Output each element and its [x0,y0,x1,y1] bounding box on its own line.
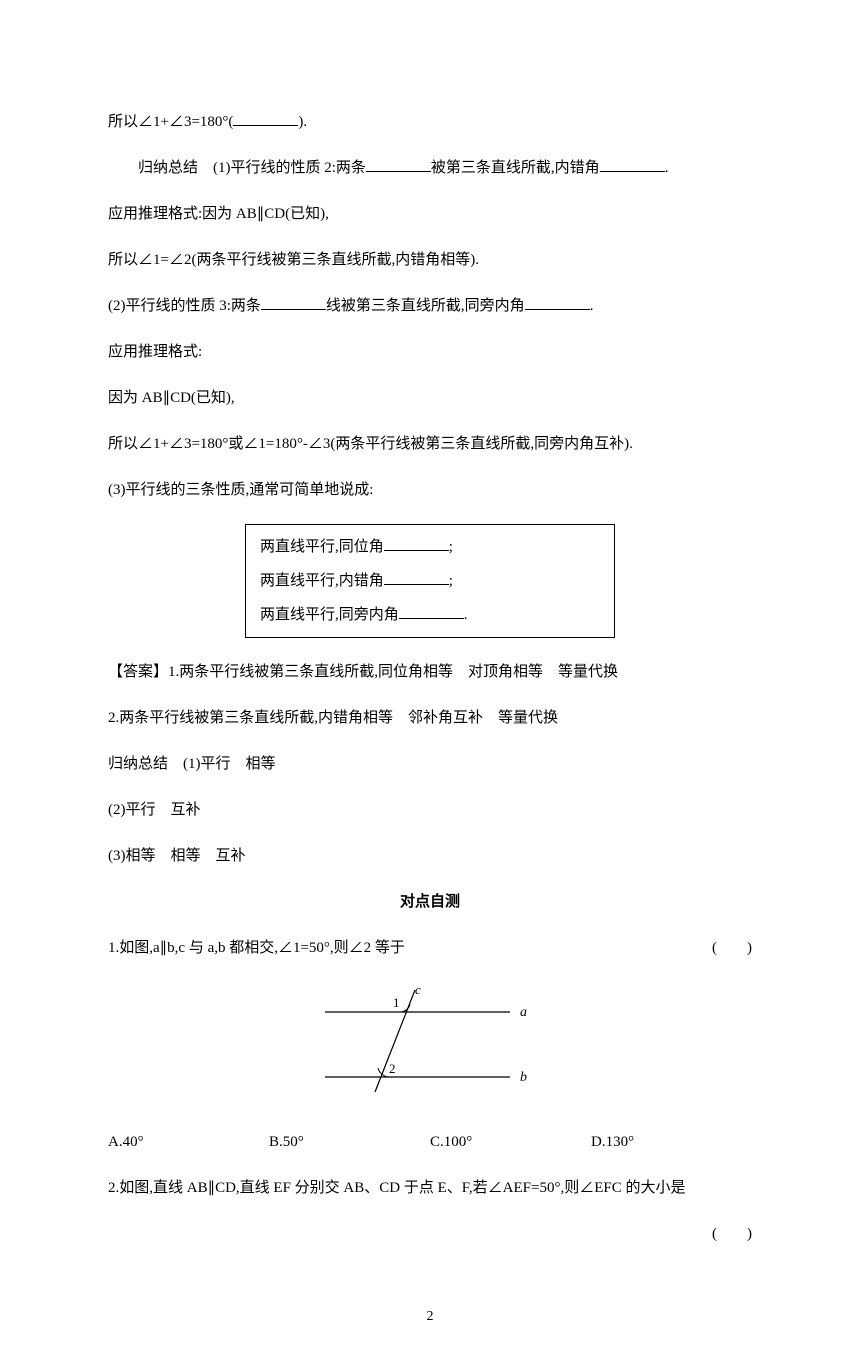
answer-line: 归纳总结 (1)平行 相等 [108,752,752,776]
question-text: 1.如图,a∥b,c 与 a,b 都相交,∠1=50°,则∠2 等于 [108,936,712,960]
parallel-lines-svg: c 1 2 a b [315,982,545,1102]
text: 所以∠1+∠3=180°( [108,114,233,130]
text: 应用推理格式: [108,344,202,360]
question-text: 2.如图,直线 AB∥CD,直线 EF 分别交 AB、CD 于点 E、F,若∠A… [108,1180,685,1196]
text-line: 归纳总结 (1)平行线的性质 2:两条 被第三条直线所截,内错角. [108,156,752,180]
answer-line: 【答案】1.两条平行线被第三条直线所截,同位角相等 对顶角相等 等量代换 [108,660,752,684]
text: 两直线平行,同位角 [260,539,384,555]
text-line: 所以∠1+∠3=180°(). [108,110,752,134]
box-row: 两直线平行,同位角; [260,535,600,559]
text: . [464,607,468,623]
geometry-figure-1: c 1 2 a b [108,982,752,1110]
fill-blank [384,570,449,585]
text-line: 所以∠1=∠2(两条平行线被第三条直线所截,内错角相等). [108,248,752,272]
label-a: a [520,1005,527,1020]
text: ; [449,573,453,589]
answer-paren: ( ) [712,936,752,960]
label-2: 2 [389,1061,396,1076]
fill-blank [399,604,464,619]
section-heading: 对点自测 [108,890,752,914]
fill-blank [366,157,431,172]
label-b: b [520,1070,527,1085]
text: 被第三条直线所截,内错角 [431,160,600,176]
text: 线被第三条直线所截,同旁内角 [326,298,525,314]
fill-blank [261,295,326,310]
text: 因为 AB∥CD(已知), [108,390,235,406]
text-line: 应用推理格式: [108,340,752,364]
page-number: 2 [108,1306,752,1328]
fill-blank [600,157,665,172]
label-1: 1 [393,995,400,1010]
text: (2)平行线的性质 3:两条 [108,298,261,314]
text-line: (2)平行线的性质 3:两条 线被第三条直线所截,同旁内角. [108,294,752,318]
text: 两直线平行,同旁内角 [260,607,399,623]
option-a: A.40° [108,1130,269,1154]
text: ). [298,114,307,130]
text: (3)相等 相等 互补 [108,848,246,864]
text-line: 因为 AB∥CD(已知), [108,386,752,410]
text: 2.两条平行线被第三条直线所截,内错角相等 邻补角互补 等量代换 [108,710,558,726]
label-c: c [415,982,421,997]
text: 归纳总结 (1)平行线的性质 2:两条 [138,160,366,176]
text-line: (3)平行线的三条性质,通常可简单地说成: [108,478,752,502]
question-2: 2.如图,直线 AB∥CD,直线 EF 分别交 AB、CD 于点 E、F,若∠A… [108,1176,752,1200]
text: 归纳总结 (1)平行 相等 [108,756,276,772]
text: 应用推理格式:因为 AB∥CD(已知), [108,206,329,222]
text: . [665,160,669,176]
text: 所以∠1+∠3=180°或∠1=180°-∠3(两条平行线被第三条直线所截,同旁… [108,436,633,452]
question-1: 1.如图,a∥b,c 与 a,b 都相交,∠1=50°,则∠2 等于 ( ) [108,936,752,960]
fill-blank [384,536,449,551]
answer-line: (2)平行 互补 [108,798,752,822]
fill-blank [233,111,298,126]
text: ; [449,539,453,555]
summary-box: 两直线平行,同位角; 两直线平行,内错角; 两直线平行,同旁内角. [245,524,615,638]
box-row: 两直线平行,同旁内角. [260,603,600,627]
text: (2)平行 互补 [108,802,201,818]
question-2-paren: ( ) [108,1222,752,1246]
text-line: 应用推理格式:因为 AB∥CD(已知), [108,202,752,226]
answer-paren: ( ) [712,1222,752,1246]
option-b: B.50° [269,1130,430,1154]
options-row: A.40° B.50° C.100° D.130° [108,1130,752,1154]
document-page: 所以∠1+∠3=180°(). 归纳总结 (1)平行线的性质 2:两条 被第三条直… [0,0,860,1368]
text: 两直线平行,内错角 [260,573,384,589]
text: 【答案】1.两条平行线被第三条直线所截,同位角相等 对顶角相等 等量代换 [108,664,618,680]
option-c: C.100° [430,1130,591,1154]
option-d: D.130° [591,1130,752,1154]
answer-line: 2.两条平行线被第三条直线所截,内错角相等 邻补角互补 等量代换 [108,706,752,730]
page-number-text: 2 [427,1309,434,1324]
box-row: 两直线平行,内错角; [260,569,600,593]
heading-text: 对点自测 [400,894,460,910]
text: 所以∠1=∠2(两条平行线被第三条直线所截,内错角相等). [108,252,479,268]
text-line: 所以∠1+∠3=180°或∠1=180°-∠3(两条平行线被第三条直线所截,同旁… [108,432,752,456]
answer-line: (3)相等 相等 互补 [108,844,752,868]
fill-blank [525,295,590,310]
text: . [590,298,594,314]
text: (3)平行线的三条性质,通常可简单地说成: [108,482,373,498]
